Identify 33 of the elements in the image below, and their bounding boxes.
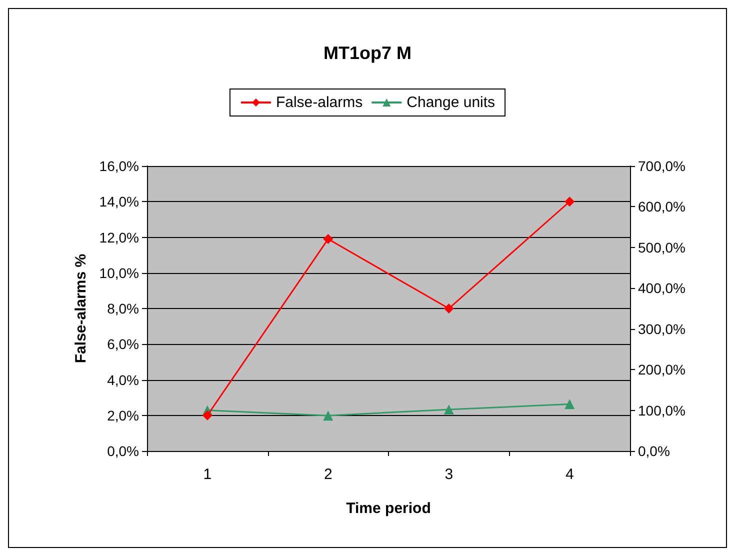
y2-tick-label: 400,0%: [638, 280, 686, 296]
y-axis-title: False-alarms %: [72, 254, 90, 364]
point: [444, 304, 454, 314]
point: [202, 410, 212, 420]
point: [323, 234, 334, 244]
point: [323, 410, 334, 421]
y2-tick-label: 100,0%: [638, 402, 686, 418]
y2-tick-label: 0,0%: [638, 443, 670, 459]
y2-tick-label: 700,0%: [638, 158, 686, 174]
y-tick-label: 14,0%: [99, 194, 139, 210]
y2-tick-label: 200,0%: [638, 362, 686, 378]
point: [444, 404, 454, 414]
x-tick-label: 1: [203, 466, 212, 483]
y-tick-label: 6,0%: [107, 336, 139, 352]
y-tick-label: 8,0%: [107, 300, 139, 316]
y2-tick-label: 500,0%: [638, 239, 686, 256]
y-tick-label: 2,0%: [107, 407, 139, 424]
point: [564, 399, 575, 410]
y-tick-label: 0,0%: [107, 443, 139, 459]
y-tick-label: 10,0%: [99, 264, 139, 281]
point: [564, 196, 575, 207]
y2-tick-label: 300,0%: [638, 320, 686, 337]
legend-label: Change units: [406, 94, 496, 111]
y-tick-label: 4,0%: [107, 372, 139, 388]
y-tick-label: 16,0%: [99, 158, 139, 174]
x-tick-label: 4: [565, 466, 574, 483]
x-axis-title: Time period: [346, 500, 431, 517]
x-tick-label: 3: [444, 466, 454, 483]
legend-label: False-alarms: [276, 94, 363, 111]
chart-title: MT1op7 M: [324, 43, 412, 63]
y-tick-label: 12,0%: [99, 229, 139, 246]
y2-tick-label: 600,0%: [638, 198, 686, 215]
x-tick-label: 2: [324, 466, 332, 483]
